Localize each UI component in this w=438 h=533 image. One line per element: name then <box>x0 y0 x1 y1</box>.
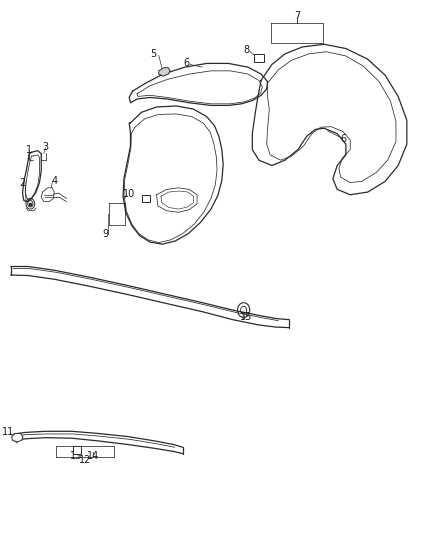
Text: 6: 6 <box>184 58 190 68</box>
Polygon shape <box>12 433 23 442</box>
Text: 6: 6 <box>341 134 347 144</box>
Bar <box>74 446 81 454</box>
Text: 11: 11 <box>2 427 14 438</box>
Text: 15: 15 <box>240 312 252 322</box>
Text: 8: 8 <box>244 45 250 54</box>
Polygon shape <box>159 68 170 76</box>
Text: 7: 7 <box>294 11 300 21</box>
Bar <box>254 54 264 62</box>
Text: 10: 10 <box>123 189 135 199</box>
Bar <box>142 195 150 202</box>
Text: 9: 9 <box>102 229 109 239</box>
Text: 12: 12 <box>78 455 91 465</box>
Text: 3: 3 <box>42 142 49 152</box>
Text: 4: 4 <box>51 176 57 187</box>
Text: 2: 2 <box>19 177 25 188</box>
Text: 5: 5 <box>150 49 157 59</box>
Text: 13: 13 <box>70 451 82 461</box>
Text: 14: 14 <box>87 451 99 461</box>
Text: 1: 1 <box>26 144 32 155</box>
